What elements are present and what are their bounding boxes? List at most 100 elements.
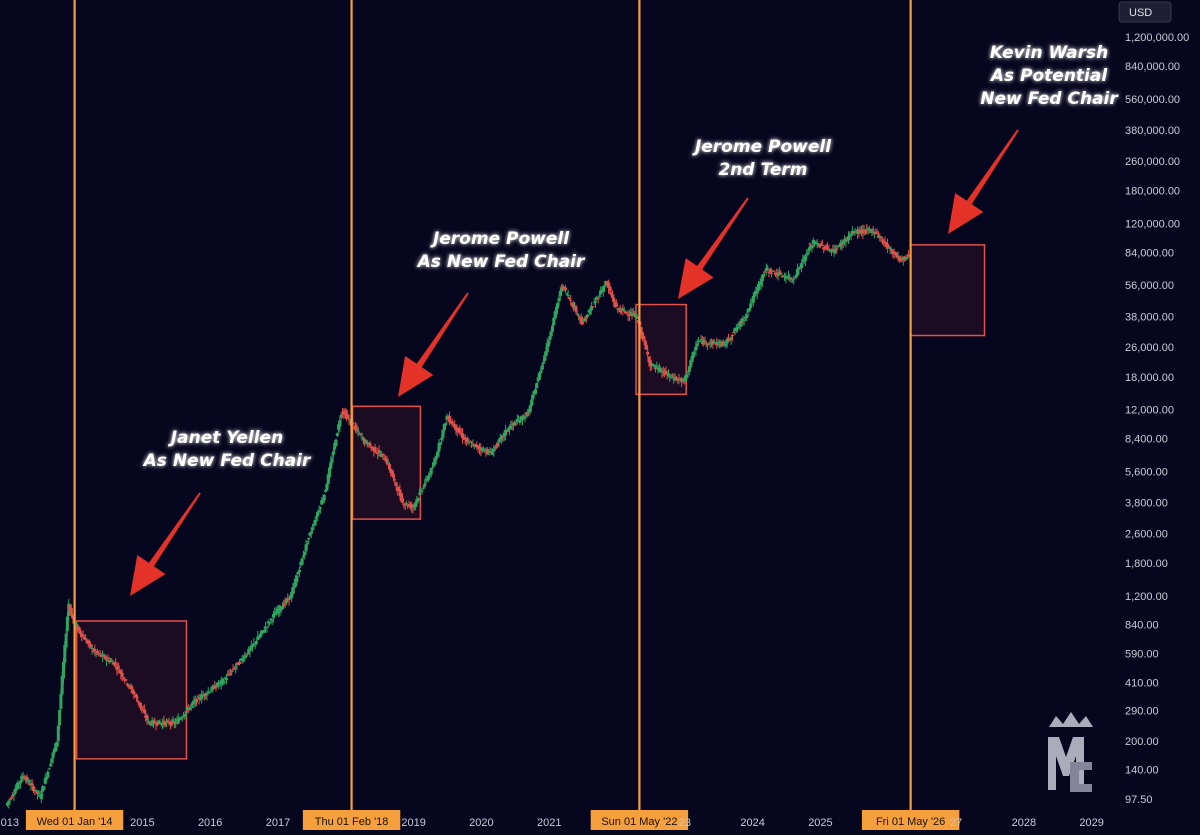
candle-body [627,314,631,316]
candle-body [8,798,12,801]
candle-body [284,599,288,603]
candle-body [171,720,175,722]
candle-body [763,271,767,273]
candle-body [198,698,202,701]
candle-body [575,313,579,315]
candle-body [730,334,734,336]
candle-body [454,424,458,431]
candle-body [334,439,338,447]
candle-body [732,331,736,333]
candle-body [148,722,152,724]
currency-button-label[interactable]: USD [1129,7,1152,19]
candle-body [644,344,648,350]
candle-body [438,442,442,445]
candle-body [47,768,51,770]
y-tick-label: 120,000.00 [1125,218,1180,230]
candle-body [544,351,548,356]
candle-body [45,777,49,780]
candle-body [434,456,438,459]
candle-body [32,786,36,792]
candle-body [116,665,120,669]
fed-chair-markers: Wed 01 Jan '14 Thu 01 Feb '18 Sun 01 May '… [25,0,960,830]
candle-body [474,444,478,446]
y-tick-label: 1,200,000.00 [1125,32,1189,44]
candle-body [176,718,180,724]
candle-body [807,247,811,251]
logo-m-mark [1048,737,1084,790]
candle-body [716,341,720,344]
candle-body [22,777,26,779]
candle-body [534,388,538,395]
x-tick-label: 2016 [198,817,222,829]
x-tick-label: 2025 [808,817,832,829]
annotation-text: Janet Yellen [168,428,283,448]
candle-body [833,249,837,253]
candle-body [708,342,712,344]
candle-body [762,274,766,278]
candle-body [346,415,350,419]
candle-body [669,374,673,376]
candle-body [776,274,780,276]
candle-body [487,450,491,452]
candle-body [248,648,252,652]
candle-body [492,448,496,452]
candle-body [535,383,539,389]
candle-body [543,355,547,361]
y-tick-label: 840,000.00 [1125,61,1180,73]
candle-body [687,366,691,372]
candle-body [720,342,724,346]
candle-body [157,720,161,724]
candle-body [311,528,315,530]
x-tick-label: 2020 [469,817,493,829]
candle-body [830,250,834,253]
candle-body [545,342,549,353]
candle-body [614,302,618,307]
currency-button-bg[interactable] [1118,1,1172,23]
candle-body [90,647,94,650]
candle-body [844,239,848,242]
currency-button[interactable]: USD [1118,1,1172,23]
candle-body [318,507,322,509]
candle-body [95,650,99,654]
time-axis: 2013 2015 2016 2017 2019 2020 2021 23 2024 2025 27… [0,817,1104,829]
candle-body [878,235,882,237]
candle-body [331,451,335,455]
candle-body [337,424,341,431]
candle-body [420,490,424,492]
candle-body [824,246,828,249]
y-tick-label: 12,000.00 [1125,405,1174,417]
candle-body [138,702,142,708]
candle-body [416,498,420,501]
candle-body [5,802,9,806]
x-tick-label: 27 [950,817,962,829]
candle-body [132,691,136,695]
candle-body [504,429,508,436]
candle-body [386,463,390,465]
candle-body [283,601,287,603]
x-tick-label: 2017 [266,817,290,829]
candle-body [634,314,638,318]
candle-body [401,497,405,502]
candle-body [17,783,21,785]
annotation-text: As New Fed Chair [142,451,312,471]
candle-body [361,438,365,441]
candle-body [221,679,225,682]
candle-body [793,277,797,279]
candle-body [501,435,505,437]
y-tick-label: 200.00 [1125,736,1159,748]
candle-body [738,321,742,327]
candle-body [526,412,530,416]
candle-body [68,605,72,610]
candle-body [265,627,269,629]
candle-body [887,246,891,248]
candle-body [590,306,594,311]
candle-body [163,721,167,726]
marker-date-label: Sun 01 May '22 [601,816,677,828]
y-tick-label: 590.00 [1125,648,1159,660]
candle-body [303,551,307,556]
candle-body [421,487,425,489]
candle-body [127,685,131,687]
candle-body [466,439,470,441]
candle-body [253,643,257,645]
candle-body [107,659,111,663]
